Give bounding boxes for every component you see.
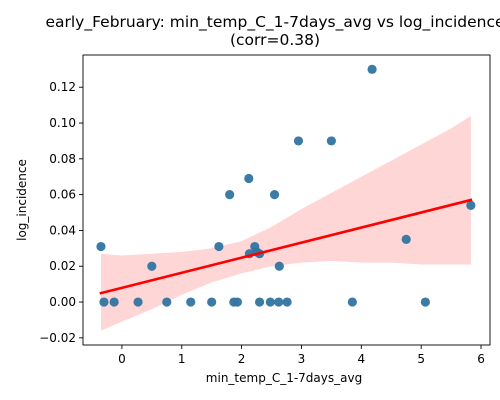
data-point-6 xyxy=(162,297,172,307)
x-axis-label: min_temp_C_1-7days_avg xyxy=(206,371,362,385)
y-tick-label: 0.00 xyxy=(49,295,76,309)
x-tick-label: 6 xyxy=(477,352,485,366)
data-point-4 xyxy=(133,297,143,307)
data-point-25 xyxy=(326,136,336,146)
x-tick-label: 1 xyxy=(178,352,186,366)
chart-title-line1: early_February: min_temp_C_1-7days_avg v… xyxy=(45,13,500,32)
data-point-13 xyxy=(244,173,254,184)
data-point-21 xyxy=(274,297,284,307)
y-tick-label: 0.04 xyxy=(49,223,76,237)
confidence-band xyxy=(100,115,471,331)
data-point-9 xyxy=(214,241,224,252)
y-tick-label: −0.02 xyxy=(39,331,76,345)
data-point-24 xyxy=(293,136,304,146)
data-point-29 xyxy=(420,297,430,307)
plot-frame xyxy=(82,54,491,346)
data-point-27 xyxy=(367,64,377,74)
data-point-20 xyxy=(269,190,280,200)
regression-line xyxy=(99,198,473,295)
data-point-19 xyxy=(265,297,275,307)
x-tick-label: 5 xyxy=(417,352,425,366)
points-layer xyxy=(96,64,476,307)
x-tick-label: 3 xyxy=(298,352,306,366)
y-tick-label: 0.06 xyxy=(49,188,76,202)
data-point-22 xyxy=(274,261,284,271)
data-point-7 xyxy=(186,297,196,307)
data-point-1 xyxy=(96,241,106,252)
x-tick-label: 4 xyxy=(357,352,365,366)
x-tick-label: 0 xyxy=(118,352,126,366)
data-point-2 xyxy=(99,297,109,307)
data-point-18 xyxy=(254,297,265,307)
x-tick-label: 2 xyxy=(238,352,246,366)
regression-line-layer xyxy=(99,198,473,295)
data-point-26 xyxy=(347,297,357,307)
data-point-8 xyxy=(207,297,217,307)
y-tick-label: 0.10 xyxy=(49,116,76,130)
confidence-band-layer xyxy=(100,115,471,331)
data-point-10 xyxy=(225,190,235,200)
data-point-23 xyxy=(282,297,292,307)
chart-title-line2: (corr=0.38) xyxy=(230,31,320,49)
y-tick-label: 0.02 xyxy=(49,259,76,273)
y-axis-ticks: −0.02 0.00 0.02 0.04 0.06 0.08 0.10 0.12 xyxy=(39,80,83,345)
y-tick-label: 0.12 xyxy=(49,80,76,94)
data-point-5 xyxy=(147,261,157,271)
data-point-3 xyxy=(109,297,119,307)
y-axis-label: log_incidence xyxy=(15,159,29,241)
data-point-30 xyxy=(466,200,476,210)
x-axis-ticks: 0 1 2 3 4 5 6 xyxy=(118,345,485,366)
data-point-12 xyxy=(232,297,243,307)
y-tick-label: 0.08 xyxy=(49,152,76,166)
data-point-28 xyxy=(401,234,411,244)
